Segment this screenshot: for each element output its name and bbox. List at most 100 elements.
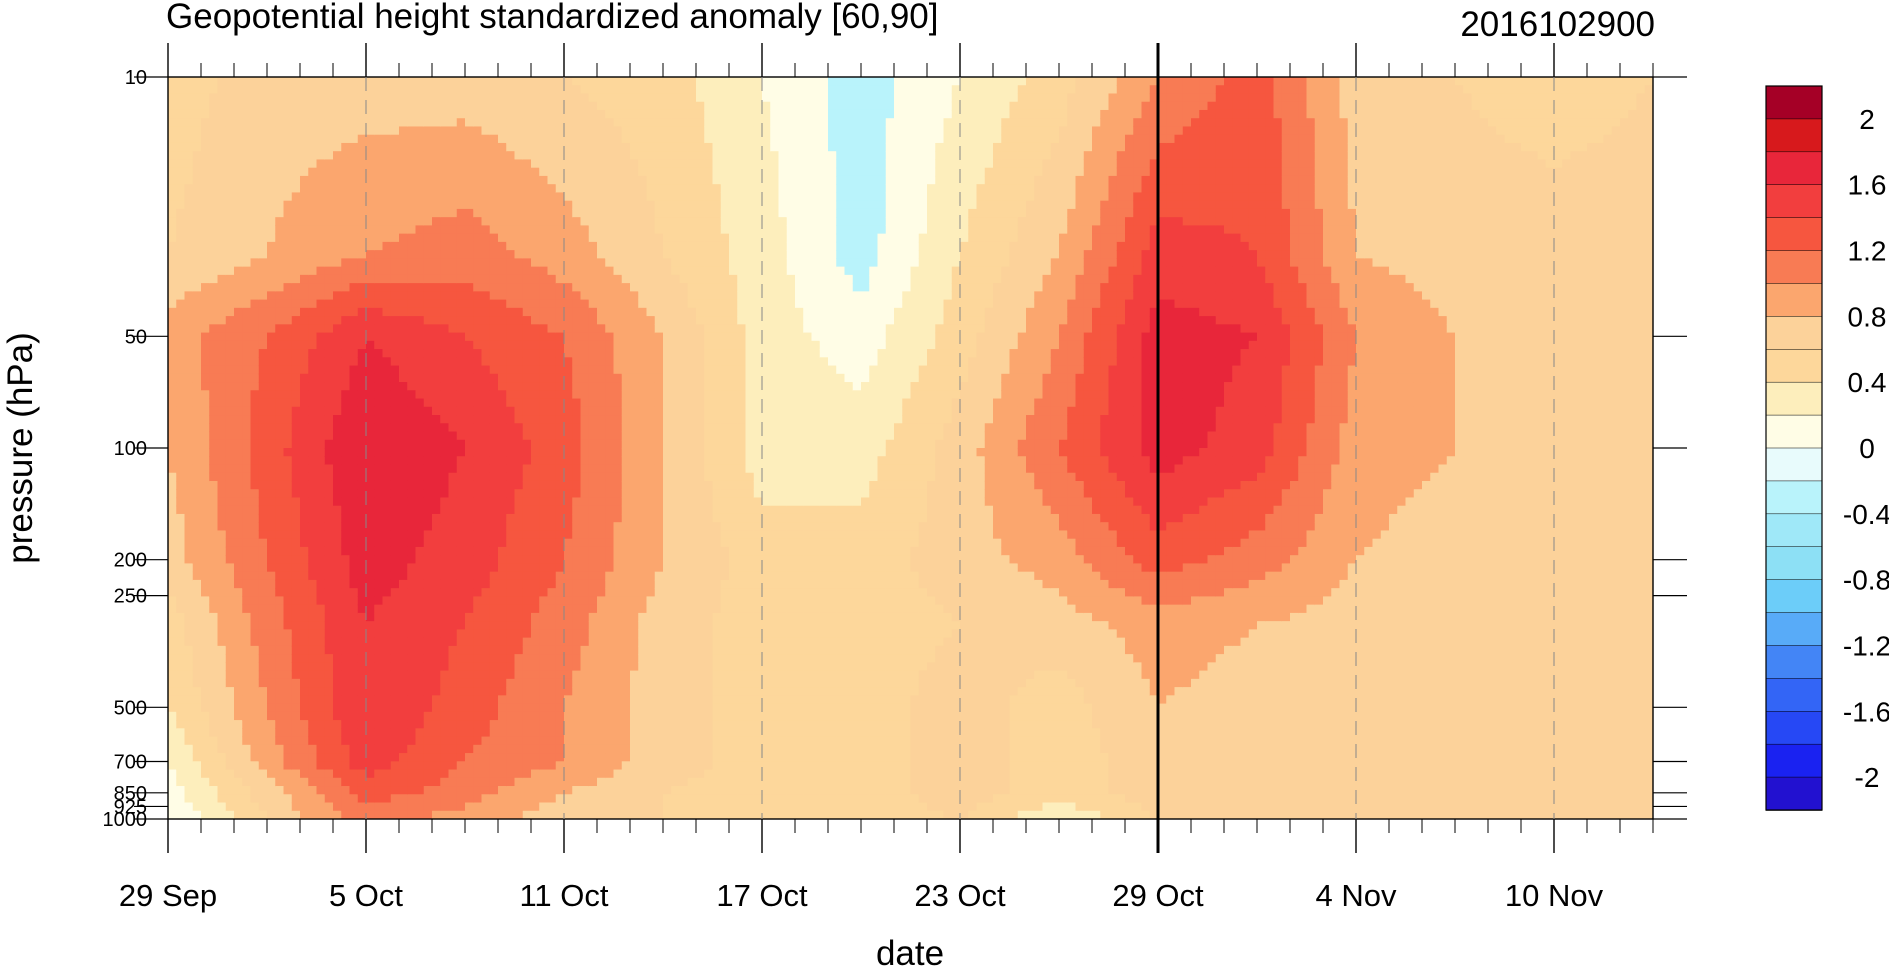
contour-cell — [291, 266, 301, 276]
contour-cell — [201, 423, 210, 433]
contour-cell — [473, 241, 483, 251]
contour-cell — [547, 307, 557, 317]
contour-cell — [300, 241, 309, 251]
contour-cell — [291, 398, 301, 408]
contour-cell — [250, 175, 260, 185]
contour-cell — [423, 200, 433, 210]
contour-cell — [572, 340, 582, 350]
contour-cell — [432, 530, 441, 540]
contour-cell — [539, 134, 549, 144]
contour-cell — [308, 357, 318, 367]
contour-cell — [547, 662, 557, 672]
contour-cell — [225, 175, 235, 185]
contour-cell — [498, 513, 507, 523]
contour-cell — [498, 711, 507, 721]
contour-cell — [275, 448, 285, 457]
contour-cell — [217, 761, 227, 771]
contour-cell — [209, 77, 219, 86]
contour-cell — [522, 645, 532, 655]
contour-cell — [473, 109, 483, 119]
contour-cell — [382, 167, 392, 177]
contour-cell — [597, 85, 606, 95]
contour-cell — [176, 497, 186, 507]
contour-cell — [448, 93, 458, 103]
contour-cell — [308, 398, 318, 408]
contour-cell — [448, 258, 458, 268]
contour-cell — [613, 357, 623, 367]
contour-cell — [242, 415, 252, 424]
contour-cell — [267, 720, 276, 729]
contour-cell — [423, 687, 433, 696]
contour-cell — [522, 678, 532, 688]
contour-cell — [531, 332, 540, 342]
contour-cell — [588, 645, 598, 655]
contour-cell — [390, 142, 400, 152]
contour-cell — [300, 513, 309, 523]
contour-cell — [192, 645, 202, 655]
contour-cell — [316, 291, 326, 301]
contour-cell — [465, 233, 474, 243]
contour-cell — [621, 241, 631, 251]
contour-cell — [168, 530, 177, 540]
contour-cell — [366, 406, 375, 416]
contour-cell — [564, 291, 573, 301]
contour-cell — [192, 357, 202, 367]
contour-cell — [316, 233, 326, 243]
contour-cell — [209, 530, 219, 540]
contour-cell — [267, 373, 276, 383]
contour-cell — [555, 678, 565, 688]
contour-cell — [597, 192, 606, 202]
contour-cell — [456, 662, 466, 672]
contour-cell — [349, 291, 359, 301]
contour-cell — [448, 225, 458, 235]
contour-cell — [539, 126, 549, 136]
contour-cell — [300, 530, 309, 540]
contour-cell — [448, 423, 458, 433]
contour-cell — [168, 217, 177, 226]
contour-cell — [217, 217, 227, 226]
contour-cell — [201, 802, 210, 812]
contour-cell — [481, 571, 491, 581]
contour-cell — [588, 472, 598, 482]
contour-cell — [572, 349, 582, 358]
contour-cell — [580, 241, 590, 251]
contour-cell — [184, 480, 194, 490]
contour-cell — [168, 291, 177, 301]
contour-cell — [440, 687, 450, 696]
contour-cell — [621, 406, 631, 416]
contour-cell — [555, 629, 565, 639]
contour-cell — [209, 563, 219, 573]
contour-cell — [621, 266, 631, 276]
contour-cell — [448, 480, 458, 490]
contour-cell — [621, 258, 631, 268]
contour-cell — [547, 687, 557, 696]
contour-cell — [448, 563, 458, 573]
contour-cell — [201, 431, 210, 441]
contour-cell — [465, 456, 474, 466]
contour-cell — [572, 489, 582, 499]
contour-cell — [349, 118, 359, 128]
contour-cell — [192, 151, 202, 161]
contour-cell — [316, 390, 326, 400]
contour-cell — [176, 480, 186, 490]
contour-cell — [506, 810, 516, 819]
contour-cell — [605, 777, 615, 787]
contour-cell — [456, 241, 466, 251]
contour-cell — [258, 274, 268, 284]
contour-cell — [209, 448, 219, 457]
contour-cell — [382, 357, 392, 367]
contour-cell — [382, 810, 392, 819]
contour-cell — [366, 448, 375, 457]
contour-cell — [547, 794, 557, 804]
contour-cell — [316, 604, 326, 614]
contour-cell — [514, 596, 524, 606]
contour-cell — [308, 365, 318, 375]
contour-cell — [308, 382, 318, 391]
contour-cell — [555, 167, 565, 177]
contour-cell — [572, 480, 582, 490]
contour-cell — [555, 761, 565, 771]
contour-cell — [250, 142, 260, 152]
contour-cell — [349, 654, 359, 663]
contour-cell — [374, 596, 384, 606]
contour-cell — [209, 299, 219, 309]
